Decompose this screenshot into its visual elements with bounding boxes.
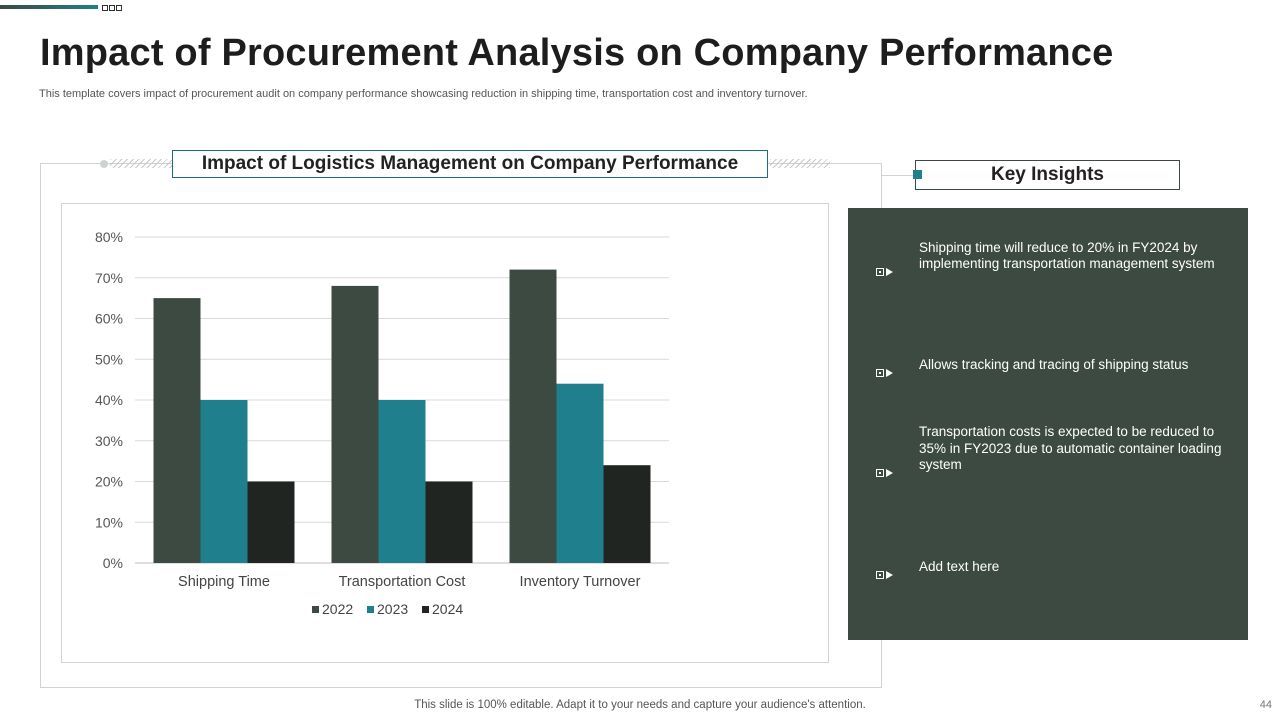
legend-swatch xyxy=(422,606,429,613)
insights-connector xyxy=(881,175,918,188)
bullet-arrow-icon xyxy=(876,469,893,477)
bar-2024 xyxy=(425,481,473,563)
bar-2023 xyxy=(378,400,426,563)
y-tick-label: 0% xyxy=(103,555,123,571)
key-insights-title: Key Insights xyxy=(915,160,1180,190)
bar-2023 xyxy=(200,400,248,563)
legend-label: 2022 xyxy=(322,601,353,617)
top-square-decoration xyxy=(109,5,115,11)
insight-text: Add text here xyxy=(919,558,1000,574)
y-tick-label: 20% xyxy=(95,474,123,490)
hatch-decoration xyxy=(770,159,830,168)
bullet-arrow-icon xyxy=(876,571,893,579)
insight-text: Allows tracking and tracing of shipping … xyxy=(919,356,1189,372)
x-category-label: Inventory Turnover xyxy=(520,574,641,590)
top-square-decoration xyxy=(102,5,108,11)
insights-connector xyxy=(881,640,882,688)
bar-2022 xyxy=(153,298,201,563)
bar-2022 xyxy=(509,269,557,563)
legend-label: 2024 xyxy=(432,601,463,617)
frame-dot xyxy=(100,160,108,168)
chart-title: Impact of Logistics Management on Compan… xyxy=(172,150,768,178)
y-tick-label: 80% xyxy=(95,229,123,245)
top-square-decoration xyxy=(116,5,122,11)
chart-area: 0% 10% 20% 30% 40% 50% 60% 70% 80% Shipping Time T… xyxy=(61,203,829,663)
y-tick-label: 10% xyxy=(95,514,123,530)
legend-swatch xyxy=(312,606,319,613)
bar-2024 xyxy=(247,481,295,563)
key-insights-panel: Shipping time will reduce to 20% in FY20… xyxy=(848,208,1248,640)
insight-text: Shipping time will reduce to 20% in FY20… xyxy=(919,239,1215,272)
page-title: Impact of Procurement Analysis on Compan… xyxy=(40,32,1114,74)
bar-chart: 0% 10% 20% 30% 40% 50% 60% 70% 80% Shipping Time T… xyxy=(95,229,669,617)
y-tick-label: 30% xyxy=(95,433,123,449)
key-insights-marker xyxy=(913,170,922,179)
insight-text: Transportation costs is expected to be r… xyxy=(919,424,1222,473)
footer-note: This slide is 100% editable. Adapt it to… xyxy=(414,699,866,711)
page-number: 44 xyxy=(1259,699,1272,711)
bullet-arrow-icon xyxy=(876,369,893,377)
hatch-decoration xyxy=(110,159,172,168)
bar-2022 xyxy=(331,285,379,563)
bullet-arrow-icon xyxy=(876,268,893,276)
page-subtitle: This template covers impact of procureme… xyxy=(39,88,808,100)
x-category-label: Transportation Cost xyxy=(339,574,466,590)
bar-2024 xyxy=(603,465,651,563)
y-tick-label: 40% xyxy=(95,392,123,408)
y-tick-label: 70% xyxy=(95,270,123,286)
legend-swatch xyxy=(367,606,374,613)
top-accent-bar xyxy=(0,5,98,9)
y-tick-label: 60% xyxy=(95,311,123,327)
bar-2023 xyxy=(556,383,604,563)
y-tick-label: 50% xyxy=(95,351,123,367)
x-category-label: Shipping Time xyxy=(178,574,270,590)
legend-label: 2023 xyxy=(377,601,408,617)
